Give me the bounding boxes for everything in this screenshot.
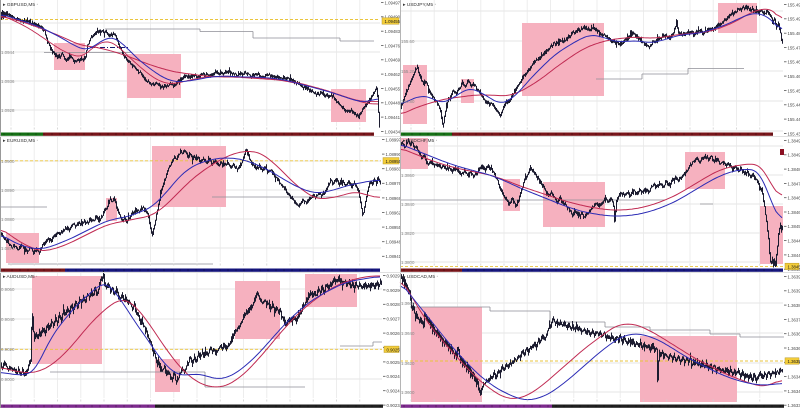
svg-text:1.3820: 1.3820 bbox=[401, 231, 415, 236]
svg-text:1.3640: 1.3640 bbox=[401, 331, 415, 336]
svg-text:1.0890: 1.0890 bbox=[1, 188, 15, 193]
svg-text:155.60: 155.60 bbox=[401, 39, 415, 44]
svg-text:1.0880: 1.0880 bbox=[1, 217, 15, 222]
svg-text:1.08976: 1.08976 bbox=[386, 181, 402, 186]
svg-text:1.38441: 1.38441 bbox=[788, 253, 800, 258]
svg-text:1.38483: 1.38483 bbox=[788, 167, 800, 172]
svg-text:1.36341: 1.36341 bbox=[788, 389, 800, 394]
svg-text:▸ AUDUSD,M5 ‧: ▸ AUDUSD,M5 ‧ bbox=[3, 274, 38, 280]
svg-text:1.36355: 1.36355 bbox=[788, 359, 800, 364]
svg-text:1.3660: 1.3660 bbox=[401, 301, 415, 306]
svg-text:1.38476: 1.38476 bbox=[788, 181, 800, 186]
svg-text:1.36362: 1.36362 bbox=[788, 346, 800, 351]
svg-text:1.09455: 1.09455 bbox=[385, 86, 401, 91]
svg-text:1.36348: 1.36348 bbox=[788, 375, 800, 380]
svg-text:0.90276: 0.90276 bbox=[387, 317, 403, 322]
svg-text:0.9020: 0.9020 bbox=[1, 347, 15, 352]
svg-text:1.38490: 1.38490 bbox=[788, 153, 800, 158]
svg-text:1.08997: 1.08997 bbox=[386, 137, 402, 142]
svg-text:1.09455: 1.09455 bbox=[385, 19, 401, 24]
svg-text:1.0928: 1.0928 bbox=[1, 108, 15, 113]
svg-text:1.09469: 1.09469 bbox=[385, 58, 401, 63]
svg-text:1.09462: 1.09462 bbox=[385, 72, 401, 77]
svg-text:1.0944: 1.0944 bbox=[1, 50, 15, 55]
svg-text:155.448: 155.448 bbox=[788, 103, 800, 108]
svg-text:155.441: 155.441 bbox=[788, 117, 800, 122]
svg-text:0.90283: 0.90283 bbox=[387, 302, 403, 307]
svg-text:0.90255: 0.90255 bbox=[387, 348, 403, 353]
svg-text:▸ USDCAD,M5 ‧: ▸ USDCAD,M5 ‧ bbox=[403, 274, 438, 280]
svg-text:1.36383: 1.36383 bbox=[788, 303, 800, 308]
svg-text:155.497: 155.497 bbox=[788, 2, 800, 7]
svg-text:155.462: 155.462 bbox=[788, 74, 800, 79]
svg-text:1.38455: 1.38455 bbox=[788, 224, 800, 229]
svg-text:1.38462: 1.38462 bbox=[788, 210, 800, 215]
svg-text:1.08990: 1.08990 bbox=[386, 152, 402, 157]
svg-text:1.3860: 1.3860 bbox=[401, 173, 415, 178]
svg-text:1.3600: 1.3600 bbox=[401, 390, 415, 395]
svg-text:1.09490: 1.09490 bbox=[385, 15, 401, 20]
svg-text:1.36390: 1.36390 bbox=[788, 289, 800, 294]
svg-text:1.38455: 1.38455 bbox=[788, 265, 800, 270]
svg-text:0.90269: 0.90269 bbox=[387, 331, 403, 336]
svg-text:155.469: 155.469 bbox=[788, 60, 800, 65]
svg-text:1.08955: 1.08955 bbox=[386, 225, 402, 230]
svg-text:1.09434: 1.09434 bbox=[385, 129, 401, 134]
svg-text:0.9000: 0.9000 bbox=[1, 377, 15, 382]
svg-text:0.9060: 0.9060 bbox=[1, 287, 15, 292]
svg-text:▸ EURUSD,M5 ‧: ▸ EURUSD,M5 ‧ bbox=[3, 138, 38, 144]
svg-text:▸ USDCHF,M5 ‧: ▸ USDCHF,M5 ‧ bbox=[403, 138, 438, 144]
svg-text:1.09448: 1.09448 bbox=[385, 101, 401, 106]
svg-text:1.36369: 1.36369 bbox=[788, 332, 800, 337]
svg-text:0.90297: 0.90297 bbox=[387, 273, 403, 278]
svg-text:155.476: 155.476 bbox=[788, 45, 800, 50]
svg-text:1.3620: 1.3620 bbox=[401, 361, 415, 366]
svg-text:1.09483: 1.09483 bbox=[385, 29, 401, 34]
svg-text:1.0870: 1.0870 bbox=[1, 246, 15, 251]
svg-text:1.3840: 1.3840 bbox=[401, 202, 415, 207]
svg-text:155.490: 155.490 bbox=[788, 17, 800, 22]
svg-text:0.90290: 0.90290 bbox=[387, 288, 403, 293]
svg-text:1.36376: 1.36376 bbox=[788, 317, 800, 322]
svg-text:1.3800: 1.3800 bbox=[401, 260, 415, 265]
svg-text:155.434: 155.434 bbox=[788, 131, 800, 136]
svg-text:0.90255: 0.90255 bbox=[387, 360, 403, 365]
svg-text:154.80: 154.80 bbox=[401, 99, 415, 104]
svg-text:1.38469: 1.38469 bbox=[788, 196, 800, 201]
svg-text:0.90241: 0.90241 bbox=[387, 389, 403, 394]
svg-text:1.08941: 1.08941 bbox=[386, 254, 402, 259]
svg-text:1.09441: 1.09441 bbox=[385, 115, 401, 120]
svg-text:1.08955: 1.08955 bbox=[386, 159, 402, 164]
svg-text:155.455: 155.455 bbox=[788, 88, 800, 93]
svg-text:1.38448: 1.38448 bbox=[788, 239, 800, 244]
svg-text:0.90248: 0.90248 bbox=[387, 374, 403, 379]
svg-text:1.36334: 1.36334 bbox=[788, 403, 800, 408]
svg-text:0.9040: 0.9040 bbox=[1, 317, 15, 322]
svg-text:1.38497: 1.38497 bbox=[788, 138, 800, 143]
svg-text:1.09476: 1.09476 bbox=[385, 43, 401, 48]
svg-text:1.08969: 1.08969 bbox=[386, 196, 402, 201]
svg-text:▸ GBPUSD,M5 ‧: ▸ GBPUSD,M5 ‧ bbox=[3, 2, 38, 8]
svg-text:1.0900: 1.0900 bbox=[1, 159, 15, 164]
svg-text:1.08948: 1.08948 bbox=[386, 240, 402, 245]
svg-text:▸ USDJPY,M5 ‧: ▸ USDJPY,M5 ‧ bbox=[403, 2, 436, 8]
svg-text:1.36397: 1.36397 bbox=[788, 274, 800, 279]
svg-text:1.08983: 1.08983 bbox=[386, 167, 402, 172]
svg-text:0.90234: 0.90234 bbox=[387, 403, 403, 408]
svg-text:155.483: 155.483 bbox=[788, 31, 800, 36]
svg-text:1.09497: 1.09497 bbox=[385, 0, 401, 5]
svg-text:1.0936: 1.0936 bbox=[1, 79, 15, 84]
svg-text:155.20: 155.20 bbox=[401, 69, 415, 74]
svg-text:1.08962: 1.08962 bbox=[386, 210, 402, 215]
